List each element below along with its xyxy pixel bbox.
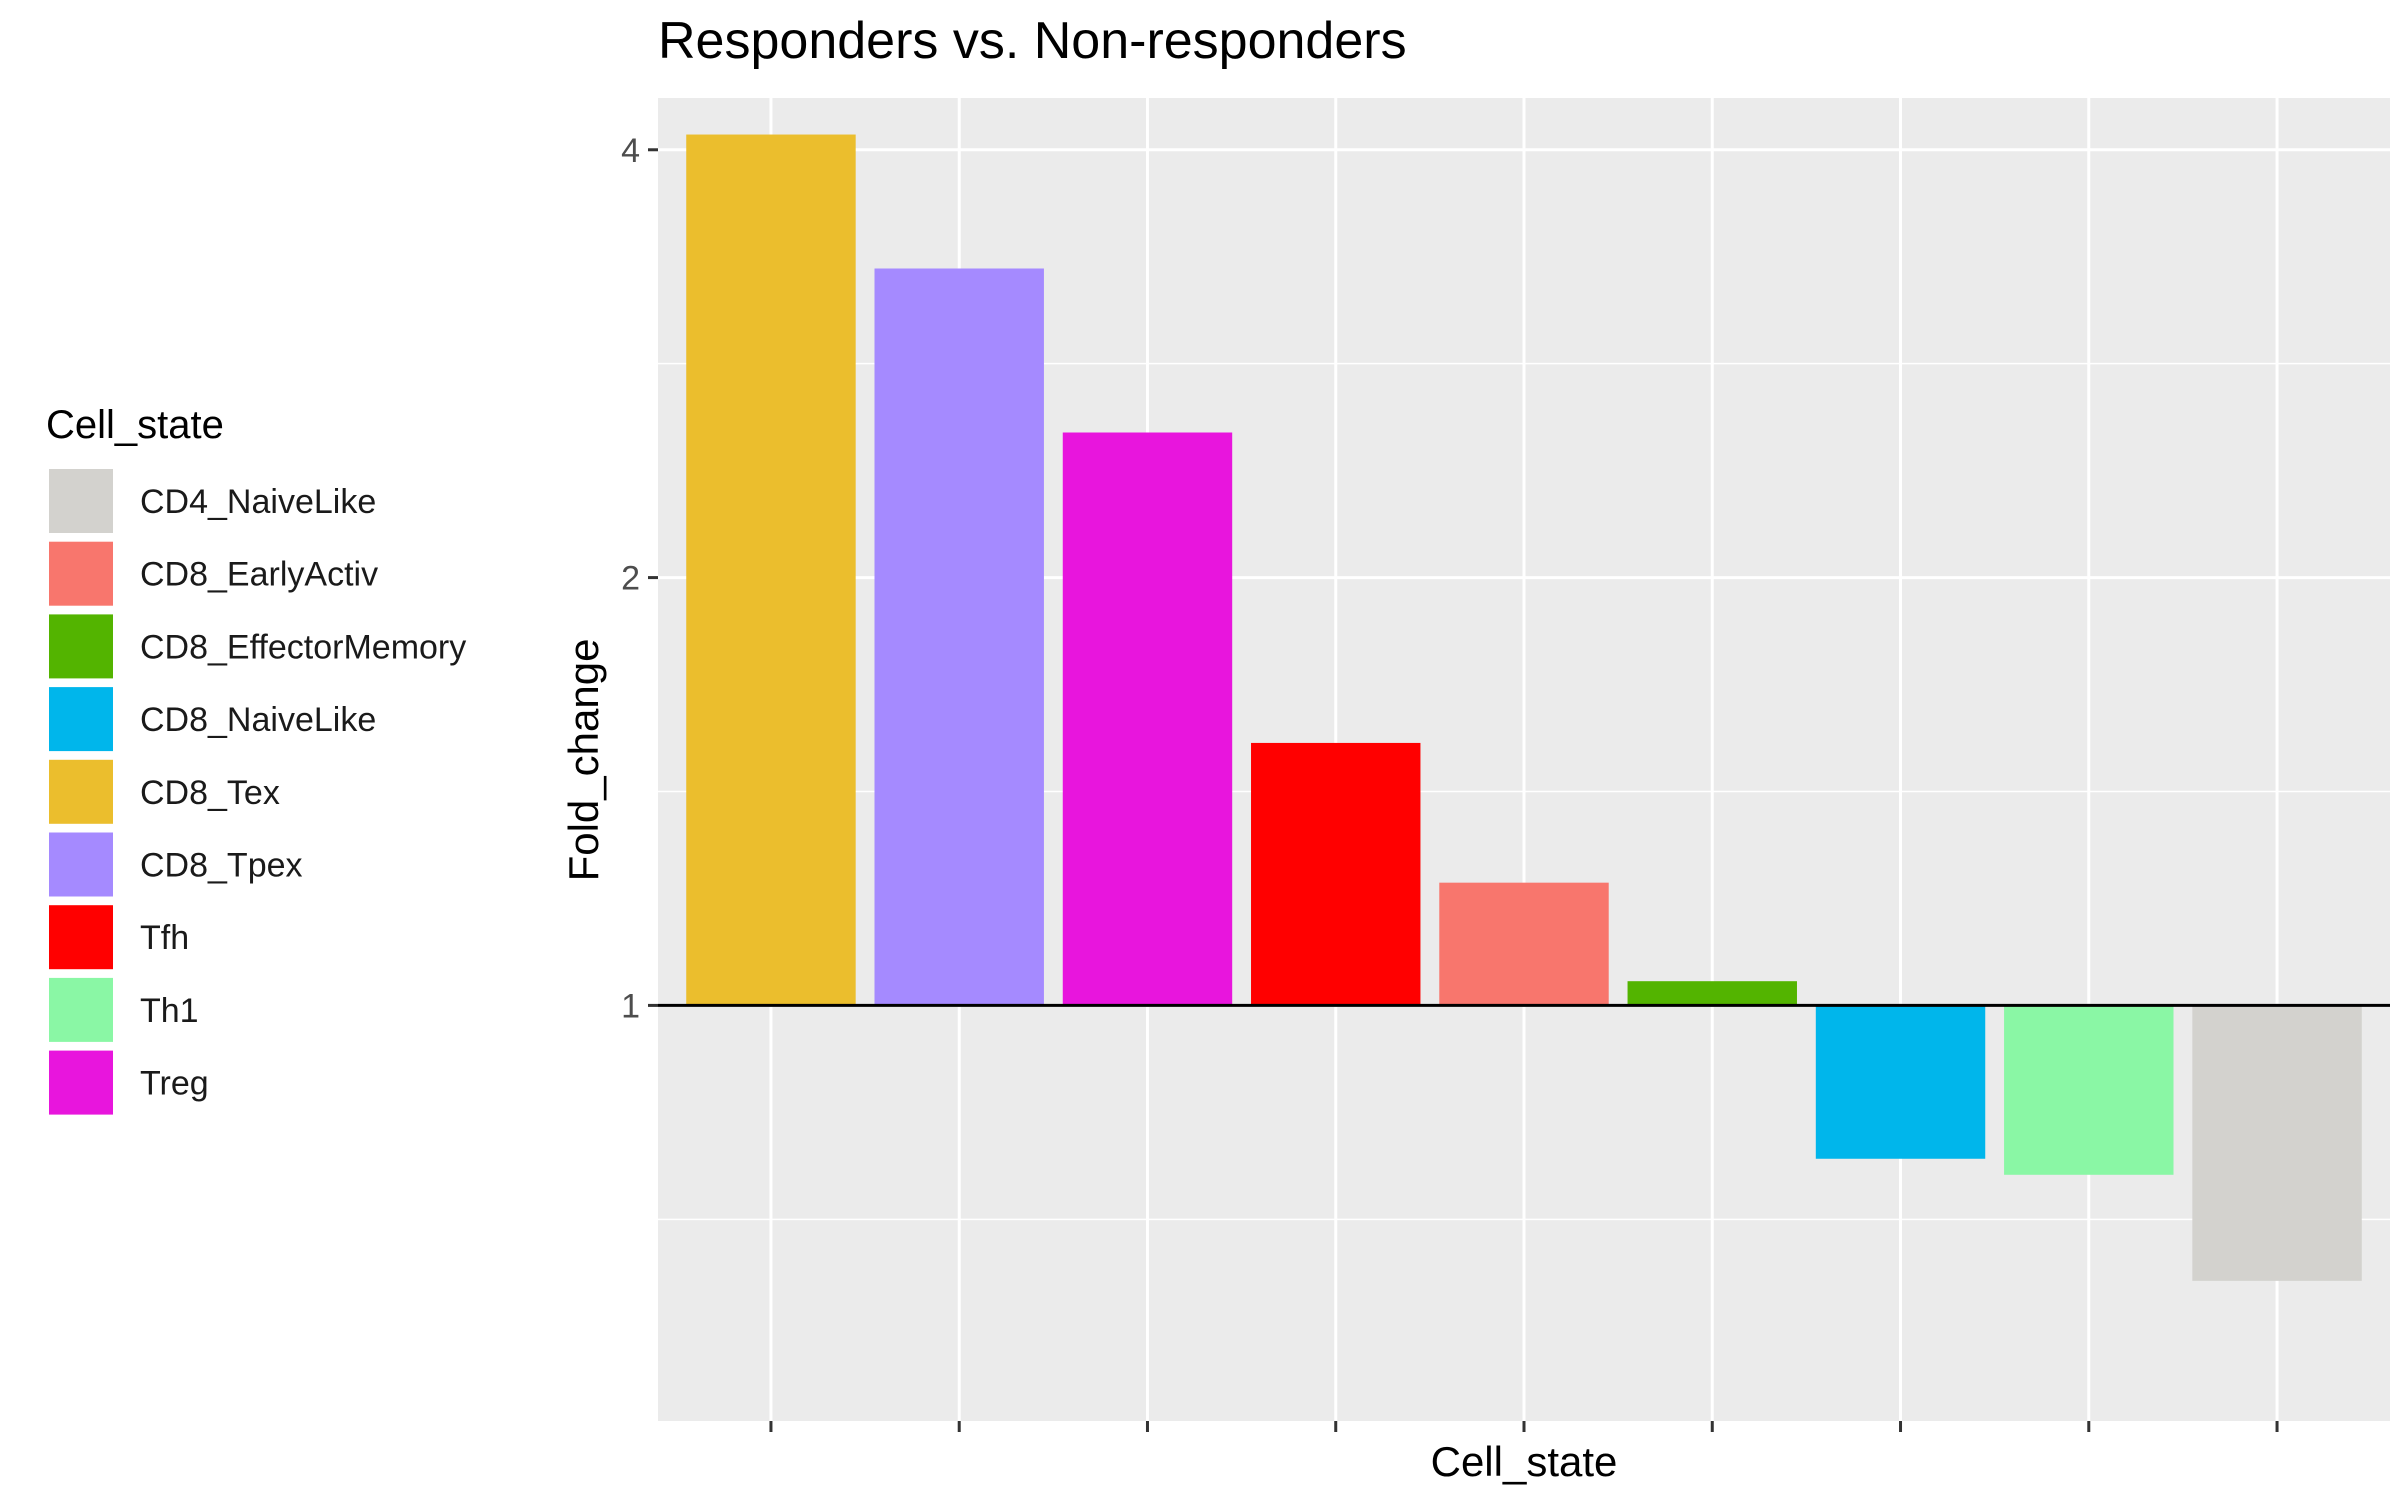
legend-swatch (47, 539, 115, 608)
legend-swatch (47, 903, 115, 972)
legend-swatch (47, 467, 115, 535)
legend-label: Th1 (140, 992, 199, 1030)
y-tick-label: 4 (621, 132, 640, 170)
bar-CD8_Tpex (874, 268, 1044, 1006)
legend-label: CD8_Tex (140, 774, 280, 812)
legend-swatch (47, 757, 115, 826)
bar-Treg (1062, 432, 1233, 1006)
legend-label: CD8_EffectorMemory (140, 628, 466, 666)
bars (686, 134, 2362, 1281)
legend-label: CD4_NaiveLike (140, 483, 376, 521)
bar-CD8_NaiveLike (1815, 1005, 1986, 1159)
y-tick-label: 2 (621, 560, 640, 598)
legend-label: CD8_Tpex (140, 847, 303, 885)
bar-CD8_EarlyActiv (1439, 882, 1609, 1006)
bar-CD8_EffectorMemory (1627, 981, 1797, 1006)
legend-label: CD8_EarlyActiv (140, 556, 378, 594)
legend-label: CD8_NaiveLike (140, 701, 376, 739)
legend-items: CD4_NaiveLike CD8_EarlyActiv CD8_EffectorM… (47, 467, 466, 1117)
bar-Th1 (2004, 1005, 2174, 1175)
legend: Cell_state CD4_NaiveLikeCD8_EarlyActivCD… (46, 403, 466, 1117)
x-axis (769, 1421, 2279, 1432)
legend-swatch (47, 830, 115, 899)
bar-Tfh (1251, 742, 1421, 1006)
y-axis: 1 2 4 (621, 132, 658, 1025)
legend-label: Tfh (140, 919, 189, 957)
legend-swatch (47, 685, 115, 754)
legend-label: Treg (140, 1065, 209, 1103)
y-tick-label: 1 (621, 987, 640, 1025)
bar-CD4_NaiveLike (2192, 1005, 2362, 1281)
chart-title: Responders vs. Non-responders (658, 12, 1407, 70)
legend-swatch (47, 1048, 115, 1117)
legend-title: Cell_state (46, 403, 224, 447)
x-axis-title: Cell_state (1431, 1438, 1618, 1485)
bar-CD8_Tex (686, 134, 856, 1006)
legend-swatch (47, 975, 115, 1044)
y-axis-title: Fold_change (560, 639, 607, 882)
legend-swatch (47, 612, 115, 681)
